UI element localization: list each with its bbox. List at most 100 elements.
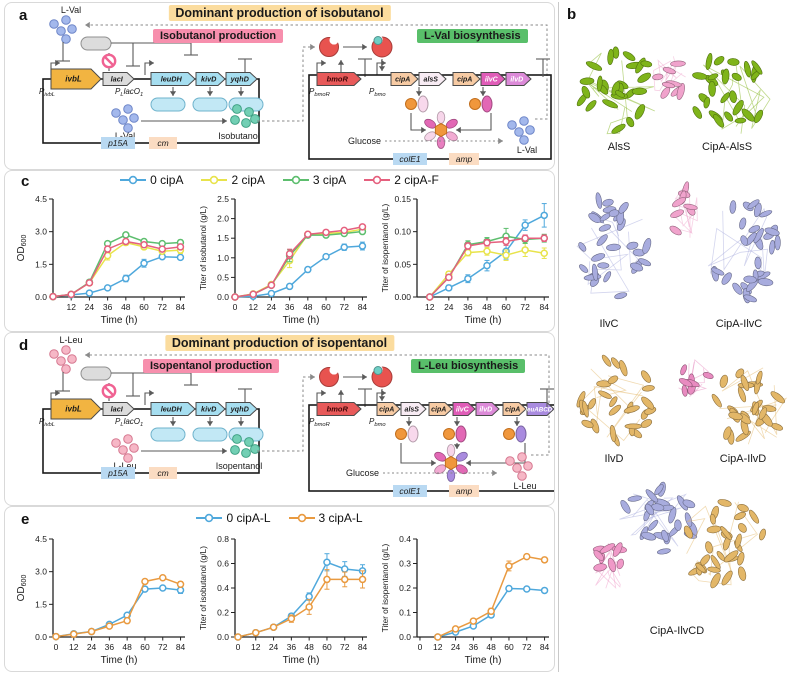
- y-tick: 0.2: [399, 583, 411, 593]
- data-point: [85, 279, 94, 287]
- y-tick: 1.5: [35, 599, 47, 609]
- data-point: [451, 625, 460, 633]
- data-point: [252, 628, 260, 637]
- gene-label-ilvD: ilvD: [510, 77, 523, 84]
- y-tick: 4.5: [35, 534, 47, 544]
- data-point: [122, 237, 130, 246]
- docking-orange-icon: [443, 428, 455, 440]
- gene-arrow-cipA: [428, 402, 453, 416]
- data-point: [341, 565, 349, 573]
- scaffold-hub-icon: [444, 455, 458, 471]
- x-axis-label: Time (h): [101, 655, 138, 666]
- data-point: [122, 274, 130, 283]
- protein-structure-CipA-IlvC: [669, 181, 781, 304]
- gene-label-ivbL: ivbL: [65, 405, 82, 414]
- x-tick: 84: [540, 642, 550, 652]
- protein-blob: [576, 46, 655, 135]
- substrate-label: Glucose: [346, 468, 379, 478]
- protein-structure-CipA-AlsS: [652, 53, 771, 134]
- data-point: [70, 630, 78, 638]
- product-label: Isobutanol: [218, 131, 260, 141]
- gene-arrow-cipA: [502, 402, 527, 416]
- panel-d: d L-Leu PivbL PLlacO1 ivbL lacI leuDH kivD yqhD…: [4, 332, 555, 506]
- series-line-2 cipA-F: [234, 226, 363, 298]
- x-tick: 24: [85, 302, 95, 312]
- x-tick: 0: [418, 642, 423, 652]
- x-tick: 36: [287, 642, 297, 652]
- data-point: [85, 289, 94, 297]
- data-point: [141, 577, 149, 586]
- chart-od600-panel-e: 0 12 24 36 48 60 72 84 0.0 1.5 3.0 4.5 Time (h) OD600: [13, 531, 191, 667]
- y-tick: 0.0: [35, 292, 47, 302]
- legend-item-2-cipA: 2 cipA: [201, 173, 265, 187]
- panel-c-legend: 0 cipA 2 cipA 3 cipA 2 cipA-F: [5, 173, 554, 187]
- marker-box: [149, 137, 177, 149]
- laci-repressor-icon: [80, 366, 112, 381]
- laci-repressor-icon: [80, 36, 112, 51]
- promoter-pllaco1: PLlacO1: [115, 87, 143, 98]
- fused-enzyme-icon: [407, 425, 419, 443]
- data-point: [540, 249, 548, 257]
- cipa-scaffold-assembly: [434, 444, 468, 482]
- data-point: [540, 586, 549, 595]
- gene-arrow-ivbL: [50, 68, 102, 90]
- panel-d-label: d: [19, 337, 29, 354]
- x-tick: 24: [267, 302, 277, 312]
- protein-blob: [683, 499, 766, 589]
- gene-label-cipA: cipA: [505, 407, 520, 414]
- marker-label: amp: [456, 486, 473, 496]
- data-point: [323, 575, 331, 584]
- data-point: [105, 622, 114, 630]
- pathway-enzyme-icon: [150, 97, 186, 112]
- fused-enzyme-icon: [515, 425, 527, 443]
- series-line-3 cipA-L: [237, 578, 363, 638]
- pathway-enzyme-icon: [150, 427, 186, 442]
- promoter-pivbl: PivbL: [39, 417, 55, 428]
- data-point: [269, 623, 278, 631]
- protein-blob: [619, 481, 698, 555]
- x-tick: 12: [425, 302, 435, 312]
- gene-label-cipA: cipA: [431, 407, 446, 414]
- module-isobutanol-production: Isobutanol production: [153, 29, 284, 43]
- data-point: [305, 592, 313, 601]
- legend-label: 3 cipA: [312, 173, 347, 187]
- x-tick: 84: [358, 642, 368, 652]
- series-line-0 cipA-L: [237, 561, 363, 638]
- intermediate-label: L-Val: [115, 131, 135, 141]
- gene-label-cipA: cipA: [379, 407, 394, 414]
- promoter-pbmor: PbmoR: [309, 87, 331, 98]
- legend-marker-icon: [196, 513, 223, 523]
- legend-label: 2 cipA: [231, 173, 265, 187]
- panel-e-label: e: [21, 511, 30, 528]
- bmor-apo-icon: [319, 35, 339, 57]
- intermediate-cluster: [111, 104, 139, 133]
- x-tick: 36: [285, 302, 295, 312]
- feedback-molecule-label: L-Leu: [59, 335, 82, 345]
- y-tick: 0.15: [394, 194, 411, 204]
- x-tick: 72: [520, 302, 530, 312]
- gene-label-yqhD: yqhD: [230, 405, 250, 414]
- data-point: [249, 290, 257, 299]
- protein-structure-label: CipA-IlvD: [720, 453, 767, 465]
- data-point: [523, 585, 531, 593]
- y-axis-label: Titer of isopentanol (g/L): [381, 544, 390, 633]
- chart-e-isopentanol: 0 12 24 36 48 60 72 84 0.0 0.1 0.2 0.3 0.4 Time (h) Ti…: [381, 534, 550, 666]
- y-tick: 0.8: [217, 534, 229, 544]
- chart-c-od600: 12 24 36 48 60 72 84 0.0 1.5 3.0 4.5 Time (h) OD600: [16, 194, 185, 326]
- chart-isopentanol-titer-panel-c: 12 24 36 48 60 72 84 0.00 0.05 0.10 0.15 Time (h) Ti…: [377, 191, 555, 327]
- legend-marker-icon: [288, 513, 315, 523]
- fused-enzyme-icon: [417, 95, 429, 113]
- pathway-enzyme-icon: [192, 427, 228, 442]
- output-label: L-Val: [517, 145, 537, 155]
- fused-enzyme-icon: [481, 95, 493, 113]
- panel-c-charts: 12 24 36 48 60 72 84 0.0 1.5 3.0 4.5 Time (h) OD600 …: [13, 191, 555, 327]
- y-tick: 0.00: [394, 292, 411, 302]
- y-tick: 0.4: [399, 534, 411, 544]
- data-point: [483, 239, 491, 247]
- panel-d-title-banner: Dominant production of isopentanol: [164, 335, 395, 351]
- panel-c-label: c: [21, 173, 30, 190]
- data-point: [358, 575, 367, 584]
- panel-e: e 0 cipA-L 3 cipA-L 0 12 24 36 48 60 72 84 0.0 1.5…: [4, 506, 555, 672]
- inducer-dot: [373, 366, 383, 375]
- x-tick: 48: [482, 302, 492, 312]
